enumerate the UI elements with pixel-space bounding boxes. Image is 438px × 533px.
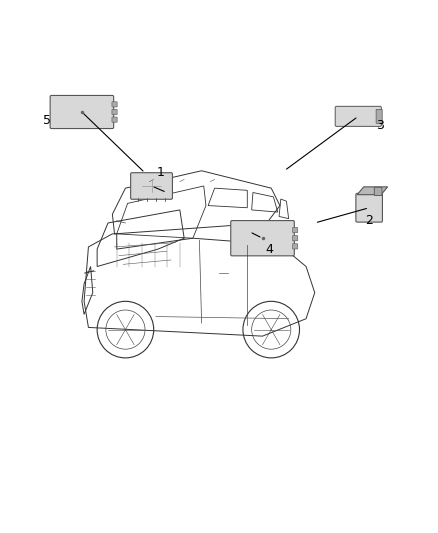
Text: 5: 5 <box>43 114 51 127</box>
Text: 2: 2 <box>365 214 373 227</box>
FancyBboxPatch shape <box>293 228 298 233</box>
Text: 1: 1 <box>156 166 164 180</box>
FancyBboxPatch shape <box>131 173 173 199</box>
Text: 3: 3 <box>376 118 384 132</box>
FancyBboxPatch shape <box>231 221 294 256</box>
FancyBboxPatch shape <box>112 109 117 115</box>
FancyBboxPatch shape <box>50 95 114 128</box>
Text: 4: 4 <box>265 243 273 256</box>
FancyBboxPatch shape <box>335 107 381 126</box>
FancyBboxPatch shape <box>374 187 382 196</box>
FancyBboxPatch shape <box>376 109 382 123</box>
FancyBboxPatch shape <box>293 236 298 241</box>
Polygon shape <box>357 187 388 195</box>
FancyBboxPatch shape <box>112 102 117 107</box>
FancyBboxPatch shape <box>112 117 117 122</box>
FancyBboxPatch shape <box>293 244 298 249</box>
FancyBboxPatch shape <box>356 193 382 222</box>
